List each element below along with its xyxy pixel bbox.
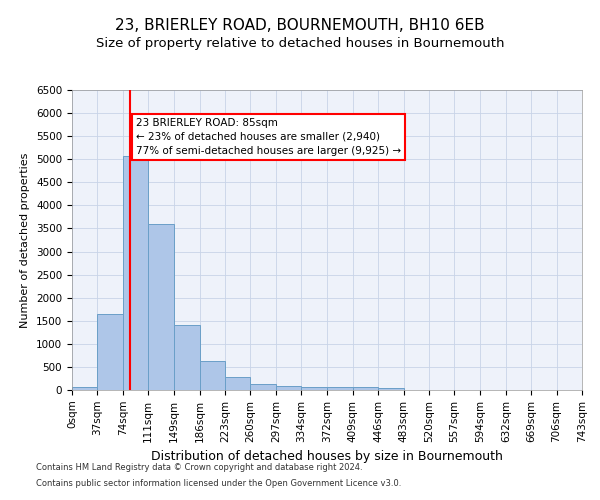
Bar	[301, 387, 328, 390]
Bar	[200, 362, 225, 390]
Bar	[123, 156, 148, 390]
X-axis label: Distribution of detached houses by size in Bournemouth: Distribution of detached houses by size …	[151, 450, 503, 463]
Bar	[328, 387, 353, 390]
Text: Contains HM Land Registry data © Crown copyright and database right 2024.: Contains HM Land Registry data © Crown c…	[36, 464, 362, 472]
Y-axis label: Number of detached properties: Number of detached properties	[20, 152, 31, 328]
Bar	[97, 314, 123, 390]
Bar	[174, 325, 200, 390]
Bar	[378, 388, 404, 390]
Text: 23, BRIERLEY ROAD, BOURNEMOUTH, BH10 6EB: 23, BRIERLEY ROAD, BOURNEMOUTH, BH10 6EB	[115, 18, 485, 32]
Text: Contains public sector information licensed under the Open Government Licence v3: Contains public sector information licen…	[36, 478, 401, 488]
Bar	[72, 386, 97, 390]
Text: 23 BRIERLEY ROAD: 85sqm
← 23% of detached houses are smaller (2,940)
77% of semi: 23 BRIERLEY ROAD: 85sqm ← 23% of detache…	[136, 118, 401, 156]
Bar	[276, 386, 301, 390]
Bar	[148, 224, 174, 390]
Bar	[225, 376, 250, 390]
Text: Size of property relative to detached houses in Bournemouth: Size of property relative to detached ho…	[96, 38, 504, 51]
Bar	[353, 387, 378, 390]
Bar	[250, 384, 276, 390]
